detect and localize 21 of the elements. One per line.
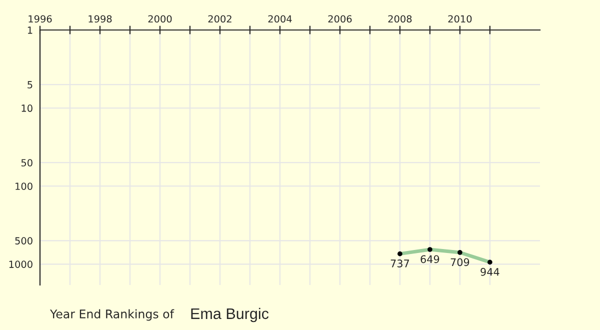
x-tick-label: 2006 [328,15,352,23]
data-label: 737 [390,260,409,268]
x-tick-label: 2000 [148,15,172,23]
x-tick-label: 2002 [208,15,232,23]
data-label: 709 [450,258,470,266]
y-tick-label: 10 [22,104,32,112]
x-tick-label: 2008 [388,15,412,23]
text: Ema Burgic [191,308,269,322]
x-tick-label: 1998 [88,15,112,23]
y-tick-label: 100 [16,182,32,190]
y-tick-label: 1 [28,26,32,34]
y-tick-label: 5 [28,81,32,88]
text: Year End Rankings of [50,309,174,321]
data-label: 944 [480,268,500,276]
x-tick-label: 1996 [28,15,52,23]
y-tick-label: 500 [15,237,32,244]
x-tick-label: 2004 [268,15,292,23]
y-tick-label: 1000 [9,260,32,268]
y-tick-label: 50 [21,159,32,166]
data-label: 649 [420,255,440,264]
x-tick-label: 2010 [448,15,472,23]
